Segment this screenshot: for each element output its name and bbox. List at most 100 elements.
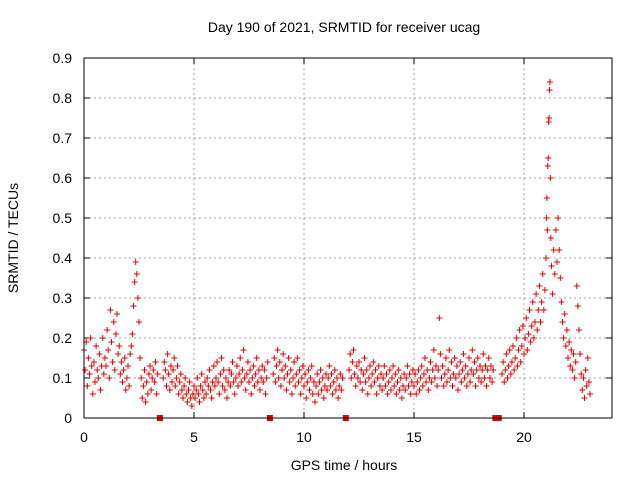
data-point xyxy=(404,363,411,369)
data-point xyxy=(174,363,181,369)
data-point xyxy=(423,379,430,385)
data-point xyxy=(182,375,189,381)
data-point xyxy=(152,359,159,365)
data-point xyxy=(106,375,113,381)
data-point xyxy=(436,315,443,321)
data-point xyxy=(431,375,438,381)
data-point xyxy=(445,367,452,373)
data-point xyxy=(309,391,316,397)
data-point xyxy=(148,387,155,393)
data-point xyxy=(259,363,266,369)
data-point xyxy=(235,383,241,389)
data-point xyxy=(533,291,540,297)
data-point xyxy=(402,387,409,393)
data-point xyxy=(557,275,564,281)
data-point xyxy=(464,371,471,377)
data-point xyxy=(408,379,415,385)
data-point xyxy=(427,359,434,365)
data-point xyxy=(336,383,343,389)
data-point xyxy=(188,403,195,409)
data-point xyxy=(109,359,116,365)
data-point xyxy=(254,379,261,385)
y-tick-label: 0.1 xyxy=(53,370,73,386)
data-point xyxy=(475,375,482,381)
data-point xyxy=(297,391,304,397)
data-point xyxy=(277,383,284,389)
data-point xyxy=(511,367,518,373)
data-point xyxy=(473,367,480,373)
data-point xyxy=(171,355,178,361)
data-point xyxy=(258,375,265,381)
data-point xyxy=(184,399,191,405)
data-point xyxy=(239,367,246,373)
data-point xyxy=(294,355,301,361)
data-point xyxy=(246,379,252,385)
data-point xyxy=(82,367,89,373)
data-point xyxy=(409,367,416,373)
data-point xyxy=(548,263,555,269)
data-point xyxy=(477,363,483,369)
data-point xyxy=(194,375,201,381)
data-point xyxy=(558,299,565,305)
data-point xyxy=(105,347,112,353)
data-point xyxy=(216,391,223,397)
x-axis-label: GPS time / hours xyxy=(291,457,398,473)
data-point xyxy=(365,375,372,381)
data-point xyxy=(348,375,355,381)
data-point xyxy=(513,335,520,341)
data-point xyxy=(279,367,285,373)
data-point xyxy=(331,367,338,373)
data-point xyxy=(573,283,580,289)
data-point xyxy=(334,375,340,381)
data-point xyxy=(165,371,172,377)
data-point xyxy=(403,375,410,381)
data-point xyxy=(569,367,576,373)
data-point xyxy=(284,371,291,377)
data-point xyxy=(555,215,562,221)
data-point xyxy=(292,383,299,389)
data-point xyxy=(525,331,532,337)
data-point xyxy=(274,347,281,353)
data-point xyxy=(397,375,404,381)
data-point xyxy=(565,355,571,361)
data-point xyxy=(370,359,377,365)
data-point xyxy=(512,355,519,361)
data-point xyxy=(134,295,141,301)
y-tick-label: 0.4 xyxy=(53,250,73,266)
data-point xyxy=(228,371,235,377)
data-point xyxy=(133,271,140,277)
data-point xyxy=(490,367,497,373)
data-point xyxy=(489,379,496,385)
data-point xyxy=(560,335,567,341)
data-point xyxy=(379,387,386,393)
data-point xyxy=(107,307,114,313)
data-point xyxy=(518,343,525,349)
data-point xyxy=(543,255,549,261)
data-point xyxy=(358,367,365,373)
data-point xyxy=(244,359,251,365)
data-point xyxy=(125,363,131,369)
data-point xyxy=(290,375,296,381)
data-point xyxy=(299,363,306,369)
data-point xyxy=(583,383,590,389)
data-point xyxy=(584,355,591,361)
data-point xyxy=(338,387,345,393)
data-point xyxy=(198,371,205,377)
data-point xyxy=(546,87,553,93)
data-point xyxy=(195,391,202,397)
data-point xyxy=(453,363,460,369)
data-point xyxy=(123,375,130,381)
data-point xyxy=(411,383,417,389)
data-point xyxy=(169,379,175,385)
data-point xyxy=(530,335,537,341)
data-point xyxy=(547,235,554,241)
data-point xyxy=(215,379,222,385)
data-point xyxy=(579,387,586,393)
data-point xyxy=(261,367,268,373)
data-point xyxy=(545,155,552,161)
data-point xyxy=(568,347,575,353)
data-point xyxy=(420,371,427,377)
data-point xyxy=(535,307,542,313)
data-point xyxy=(574,303,581,309)
